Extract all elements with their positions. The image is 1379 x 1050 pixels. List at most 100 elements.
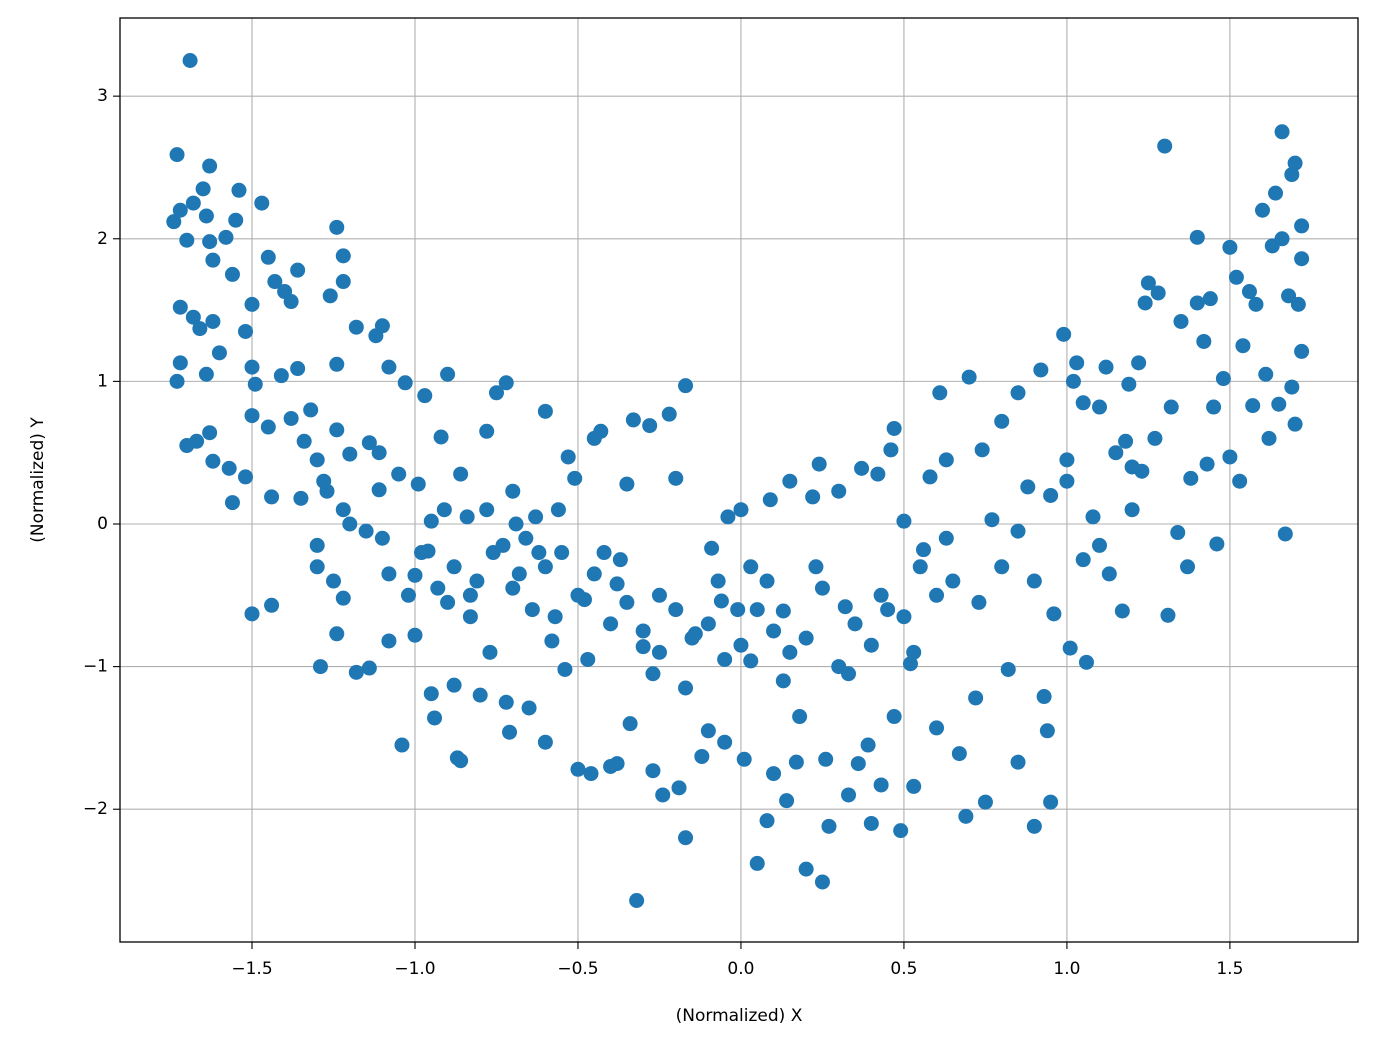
point — [1222, 449, 1238, 465]
point — [1281, 288, 1297, 304]
point — [361, 435, 377, 451]
point — [1163, 399, 1179, 415]
point — [1215, 371, 1231, 387]
point — [326, 573, 342, 589]
point — [423, 686, 439, 702]
point — [860, 737, 876, 753]
point — [814, 874, 830, 890]
point — [407, 627, 423, 643]
point — [1206, 399, 1222, 415]
point — [583, 766, 599, 782]
point — [169, 147, 185, 163]
point — [511, 566, 527, 582]
point — [260, 249, 276, 265]
point — [459, 509, 475, 525]
point — [1254, 202, 1270, 218]
point — [775, 673, 791, 689]
point — [1294, 343, 1310, 359]
point — [645, 666, 661, 682]
point — [1232, 473, 1248, 489]
point — [169, 373, 185, 389]
point — [736, 751, 752, 767]
point — [642, 418, 658, 434]
point — [870, 466, 886, 482]
point — [329, 219, 345, 235]
point — [1245, 398, 1261, 414]
point — [1121, 376, 1137, 392]
point — [335, 274, 351, 290]
point — [521, 700, 537, 716]
point — [198, 366, 214, 382]
point — [202, 158, 218, 174]
y-tick-label: −1 — [83, 657, 108, 677]
point — [883, 442, 899, 458]
x-tick-label: 1.0 — [1053, 959, 1080, 979]
point — [1114, 603, 1130, 619]
point — [710, 573, 726, 589]
point — [342, 516, 358, 532]
point — [762, 492, 778, 508]
x-tick-label: −0.5 — [557, 959, 598, 979]
point — [915, 542, 931, 558]
x-tick-label: −1.0 — [394, 959, 435, 979]
point — [453, 466, 469, 482]
point — [808, 559, 824, 575]
point — [505, 483, 521, 499]
point — [655, 787, 671, 803]
point — [1043, 794, 1059, 810]
point — [260, 419, 276, 435]
point — [316, 473, 332, 489]
point — [779, 793, 795, 809]
point — [237, 323, 253, 339]
point — [678, 830, 694, 846]
point — [622, 716, 638, 732]
point — [329, 356, 345, 372]
point — [678, 378, 694, 394]
point — [1294, 251, 1310, 267]
point — [244, 359, 260, 375]
point — [485, 545, 501, 561]
point — [841, 666, 857, 682]
point — [1209, 536, 1225, 552]
point — [414, 545, 430, 561]
point — [1170, 525, 1186, 541]
point — [462, 587, 478, 603]
point — [205, 453, 221, 469]
point — [932, 385, 948, 401]
point — [371, 445, 387, 461]
point — [244, 408, 260, 424]
point — [453, 753, 469, 769]
point — [1101, 566, 1117, 582]
point — [619, 594, 635, 610]
point — [482, 644, 498, 660]
point — [798, 861, 814, 877]
point — [202, 234, 218, 250]
point — [1000, 661, 1016, 677]
point — [1036, 689, 1052, 705]
point — [886, 709, 902, 725]
point — [759, 813, 775, 829]
point — [427, 710, 443, 726]
point — [237, 469, 253, 485]
point — [293, 490, 309, 506]
point — [462, 609, 478, 625]
point — [381, 633, 397, 649]
point — [335, 248, 351, 264]
point — [361, 660, 377, 676]
point — [1020, 479, 1036, 495]
point — [166, 214, 182, 230]
point — [792, 709, 808, 725]
point — [1189, 295, 1205, 311]
point — [1124, 502, 1140, 518]
point — [1294, 218, 1310, 234]
point — [1010, 523, 1026, 539]
point — [498, 694, 514, 710]
point — [1284, 379, 1300, 395]
point — [446, 559, 462, 575]
point — [1056, 326, 1072, 342]
point — [273, 368, 289, 384]
point — [1157, 138, 1173, 154]
point — [994, 413, 1010, 429]
point — [586, 566, 602, 582]
point — [922, 469, 938, 485]
